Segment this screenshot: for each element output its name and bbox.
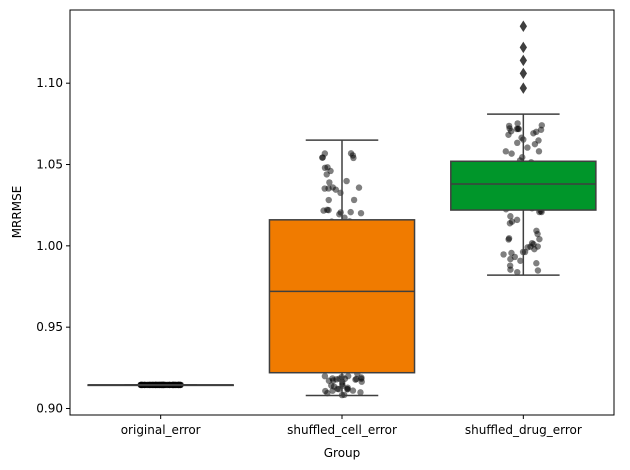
strip-point	[533, 227, 540, 234]
outlier-marker	[519, 67, 528, 80]
strip-point	[507, 255, 514, 263]
strip-point	[355, 184, 363, 191]
strip-point	[506, 220, 514, 227]
outlier-marker	[519, 20, 528, 33]
y-axis-ticks: 0.90 0.95 1.00 1.05 1.10	[36, 76, 70, 415]
strip-point	[357, 389, 364, 396]
strip-point	[505, 235, 513, 242]
strip-point	[344, 385, 351, 393]
x-axis-ticks: original_error shuffled_cell_error shuffle…	[121, 415, 582, 437]
strip-point	[325, 196, 332, 204]
x-axis-label: Group	[324, 446, 361, 460]
strip-point	[534, 267, 542, 274]
x-tick-label: original_error	[121, 423, 201, 437]
strip-point	[325, 206, 332, 214]
strip-point	[517, 257, 524, 264]
strip-point	[343, 177, 350, 185]
strip-point	[537, 126, 545, 133]
strip-point	[535, 148, 543, 155]
strip-point	[507, 128, 515, 135]
strip-point	[352, 376, 359, 383]
strip-point	[347, 208, 354, 216]
box-iqr	[268, 219, 416, 374]
strip-point	[519, 154, 526, 161]
y-tick-label: 1.10	[36, 76, 63, 90]
strip-point	[531, 245, 538, 253]
strip-point	[500, 251, 507, 258]
strip-point	[327, 167, 334, 175]
y-tick-label: 1.05	[36, 158, 63, 172]
strip-point	[335, 386, 343, 393]
outlier-marker	[519, 41, 528, 54]
x-tick-label: shuffled_drug_error	[465, 423, 582, 437]
strip-point	[524, 144, 531, 151]
strip-point	[324, 389, 331, 397]
y-tick-label: 0.90	[36, 401, 63, 415]
outlier-marker	[519, 82, 528, 94]
y-axis-label: MRRMSE	[10, 186, 24, 239]
y-tick-label: 1.00	[36, 239, 63, 253]
strip-point	[326, 179, 333, 186]
strip-point	[533, 128, 540, 136]
strip-point	[507, 213, 514, 220]
boxes-layer	[87, 113, 597, 397]
strip-point	[319, 154, 326, 161]
box-group-shuffled_cell_error	[268, 139, 416, 397]
strip-point	[514, 120, 521, 127]
strip-point	[533, 260, 540, 267]
strip-point	[321, 372, 329, 380]
strip-point	[507, 266, 514, 273]
x-tick-label: shuffled_cell_error	[287, 423, 397, 437]
strip-point	[350, 196, 358, 204]
strip-point	[321, 164, 329, 172]
outliers-layer	[519, 20, 528, 94]
strip-point	[358, 375, 365, 382]
strip-point	[350, 154, 357, 162]
strip-point	[357, 209, 365, 217]
outlier-marker	[519, 54, 528, 67]
strip-point	[336, 211, 343, 218]
strip-point	[344, 372, 352, 380]
strip-point	[321, 185, 328, 192]
strip-point	[330, 377, 337, 384]
strip-point	[508, 150, 515, 157]
strip-point	[502, 148, 510, 155]
strip-point	[514, 268, 521, 276]
strip-point	[513, 125, 521, 133]
strip-point	[535, 137, 542, 144]
box-iqr	[450, 160, 597, 211]
strip-point	[514, 139, 521, 147]
strip-point	[536, 235, 543, 243]
strip-point	[329, 184, 336, 191]
strip-point	[349, 387, 357, 394]
box-group-original_error	[87, 384, 234, 387]
box-group-shuffled_drug_error	[450, 113, 597, 276]
strip-point	[513, 216, 521, 224]
y-tick-label: 0.95	[36, 320, 63, 334]
